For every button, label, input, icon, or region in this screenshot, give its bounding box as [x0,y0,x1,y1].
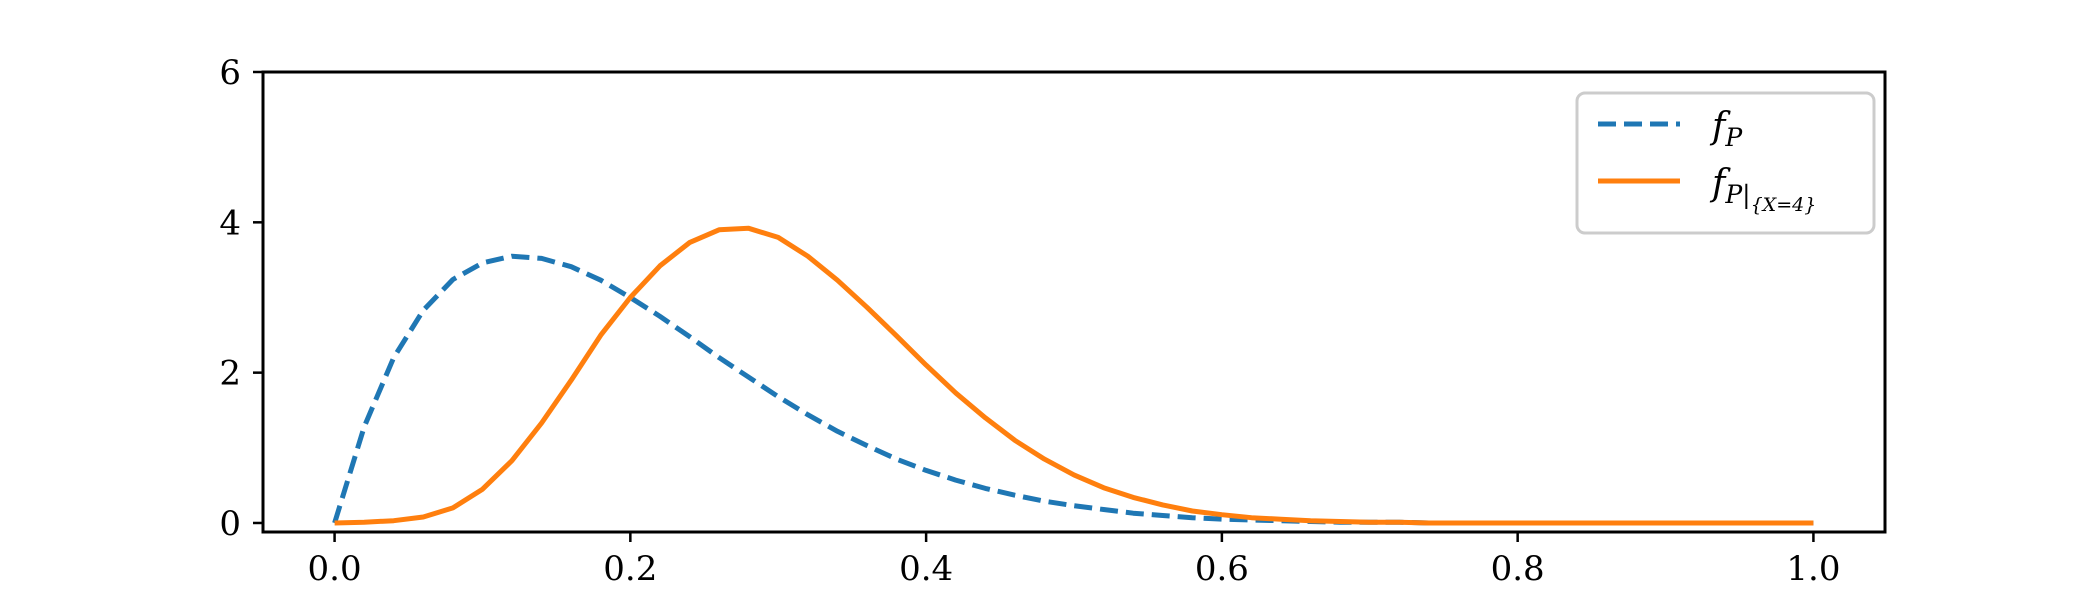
y-tick-label: 4 [219,203,241,243]
y-tick-label: 2 [219,354,241,394]
legend: fP fP|{X=4} [1575,91,1876,235]
y-tick-label: 6 [219,53,241,93]
axes: 0.0 0.2 0.4 0.6 0.8 1.0 0 2 4 6 [219,53,1887,589]
plot-area [332,225,1814,526]
series-line-1 [334,225,1814,526]
x-tick-label: 0.4 [899,549,953,589]
x-tick-label: 1.0 [1786,549,1840,589]
x-tick-label: 0.0 [308,549,362,589]
series-line-0 [332,253,1814,526]
legend-box [1575,91,1876,235]
x-tick-label: 0.8 [1491,549,1545,589]
x-tick-label: 0.6 [1195,549,1249,589]
x-tick-label: 0.2 [603,549,657,589]
axes-frame [261,70,1887,534]
y-tick-label: 0 [219,504,241,544]
